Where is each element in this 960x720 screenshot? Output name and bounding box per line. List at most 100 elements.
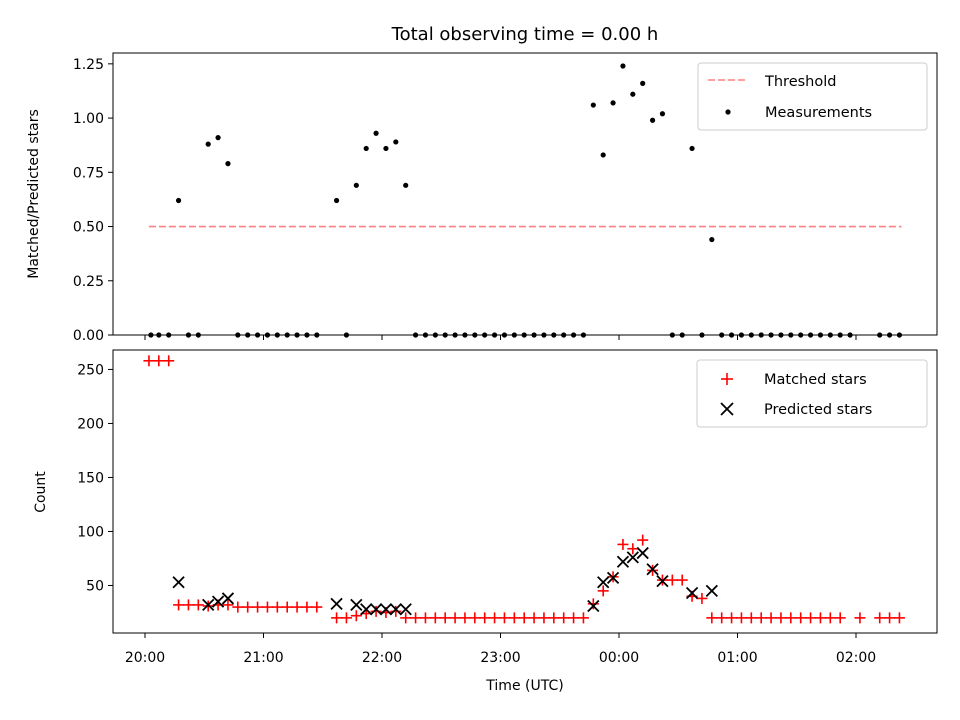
predicted-star-point [399,603,412,616]
matched-star-point [874,612,886,624]
matched-star-point [390,605,402,617]
matched-star-point [261,601,273,613]
y-tick-label: 100 [77,524,104,540]
measurement-point [649,117,656,123]
measurement-point [640,80,646,86]
count-panel-marks [143,355,905,624]
matched-star-point [775,612,787,624]
matched-star-point [854,612,866,624]
predicted-star-point [360,603,373,616]
matched-star-point [469,612,481,624]
measurement-point [630,91,636,97]
measurement-point [353,182,359,188]
matched-star-point [182,599,194,611]
y-tick-label: 0.50 [73,220,104,236]
measurement-point [600,152,606,158]
matched-star-point [765,612,777,624]
matched-star-point [637,534,649,546]
matched-star-point [163,355,175,367]
matched-star-point [508,612,520,624]
count-panel-ticks: 50 100 150 200 250 20:00 21:00 22:00 23:00 00:00 0… [77,362,876,666]
matched-star-point [735,612,747,624]
matched-star-point [222,599,234,611]
matched-star-point [350,610,362,622]
matched-star-point [489,612,501,624]
measurement-point [689,145,695,152]
legend-measurements-label: Measurements [765,105,872,121]
matched-star-point [143,355,155,367]
y-tick-label: 1.25 [73,57,104,73]
measurement-point [620,63,626,69]
y-tick-label: 0.00 [73,328,104,344]
predicted-star-point [379,603,393,616]
predicted-star-point [211,595,225,608]
matched-star-point [745,612,757,624]
matched-star-point [893,612,905,624]
predicted-star-point [626,551,639,564]
matched-star-point [834,612,846,624]
measurement-point [403,182,409,188]
matched-star-point [331,612,343,624]
legend-threshold-label: Threshold [764,74,836,90]
matched-star-point [558,612,570,624]
matched-star-point [627,543,639,555]
legend-measurements-swatch [725,109,731,115]
x-axis-label: Time (UTC) [485,678,563,694]
predicted-star-point [685,586,699,600]
measurement-point [659,111,666,117]
measurement-point [363,145,369,152]
matched-star-point [666,574,678,586]
predicted-star-point [202,598,215,612]
measurement-point [590,102,596,108]
y-tick-label: 250 [77,362,104,378]
y-tick-label: 200 [77,416,104,432]
matched-star-point [192,599,204,611]
measurement-point [225,161,231,167]
ratio-panel-ticks: 0.00 0.25 0.50 0.75 1.00 1.25 [73,57,857,344]
count-panel-ylabel: Count [33,471,49,513]
matched-star-point [291,601,303,613]
matched-star-point [429,612,441,624]
x-tick-label: 00:00 [599,650,639,666]
ratio-legend-box [697,62,928,131]
matched-star-point [785,612,797,624]
matched-star-point [498,612,510,624]
measurement-point [333,197,340,204]
predicted-star-point [597,576,610,589]
matched-star-point [726,612,738,624]
matched-star-point [419,612,431,624]
predicted-star-point [705,584,718,598]
count-legend-box [696,359,928,428]
matched-star-point [410,612,422,624]
ratio-legend: Threshold Measurements [697,62,928,131]
count-panel: 50 100 150 200 250 20:00 21:00 22:00 23:00 00:00 0… [33,349,938,694]
matched-star-point [518,612,530,624]
matched-star-point [459,612,471,624]
matched-star-point [232,601,244,613]
x-tick-label: 01:00 [717,650,757,666]
x-tick-label: 02:00 [836,650,876,666]
predicted-star-point [221,592,235,605]
y-tick-label: 50 [86,578,104,594]
predicted-star-point [636,546,649,560]
measurement-point [175,197,182,204]
matched-star-point [814,612,826,624]
matched-star-point [252,601,264,613]
matched-star-point [696,592,708,604]
y-tick-label: 1.00 [73,111,104,127]
ratio-panel-frame [112,52,938,336]
matched-star-point [528,612,540,624]
predicted-star-point [369,603,383,616]
matched-star-point [340,612,352,624]
measurement-point [373,130,379,136]
y-tick-label: 150 [77,470,104,486]
ratio-panel: 0.00 0.25 0.50 0.75 1.00 1.25 Matched/Predict… [26,52,938,344]
matched-star-point [311,601,323,613]
count-panel-frame [112,349,938,634]
predicted-star-point [172,576,185,589]
legend-predicted-swatch [720,402,734,416]
matched-star-point [676,574,688,586]
x-tick-label: 21:00 [243,650,283,666]
x-tick-label: 22:00 [362,650,402,666]
x-tick-label: 20:00 [125,650,165,666]
